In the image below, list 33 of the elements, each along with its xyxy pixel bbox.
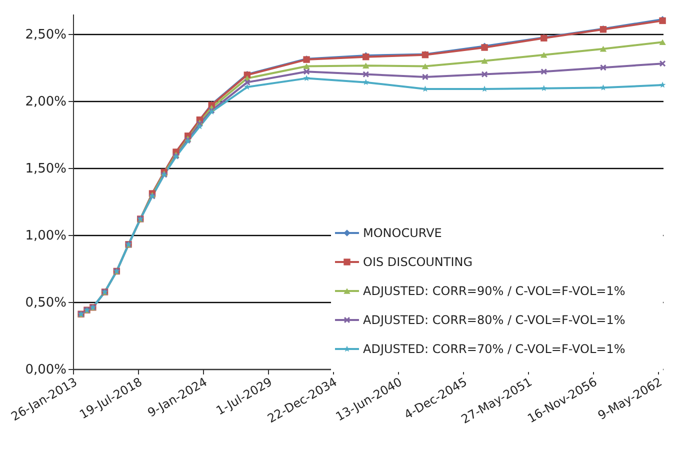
point [303,68,310,75]
legend-label: OIS DISCOUNTING [363,255,473,269]
point [362,62,370,68]
y-tick-label: 2,50% [25,28,66,43]
point [540,84,548,92]
point [481,86,488,92]
point [422,74,428,80]
point [244,79,250,86]
legend-label: ADJUSTED: CORR=70% / C-VOL=F-VOL=1% [363,342,626,356]
point [244,84,250,90]
legend-label: MONOCURVE [363,226,442,240]
point [540,52,548,58]
point [600,46,607,52]
point [362,78,370,86]
point [196,123,203,130]
y-tick-label: 0,50% [25,296,66,311]
point [659,39,666,46]
y-tick-label: 0,00% [25,362,66,378]
point [659,82,666,88]
legend-label: ADJUSTED: CORR=90% / C-VOL=F-VOL=1% [363,284,626,298]
point [481,58,488,64]
y-tick-label: 1,50% [25,162,66,177]
point [600,64,606,71]
legend-label: ADJUSTED: CORR=80% / C-VOL=F-VOL=1% [363,313,626,327]
point [422,86,428,92]
point [481,71,488,78]
point [362,71,370,78]
y-tick-label: 1,00% [25,228,66,244]
point [540,68,548,75]
point [303,74,310,82]
point [422,63,429,70]
y-tick-label: 2,00% [25,94,66,110]
point [303,63,310,70]
